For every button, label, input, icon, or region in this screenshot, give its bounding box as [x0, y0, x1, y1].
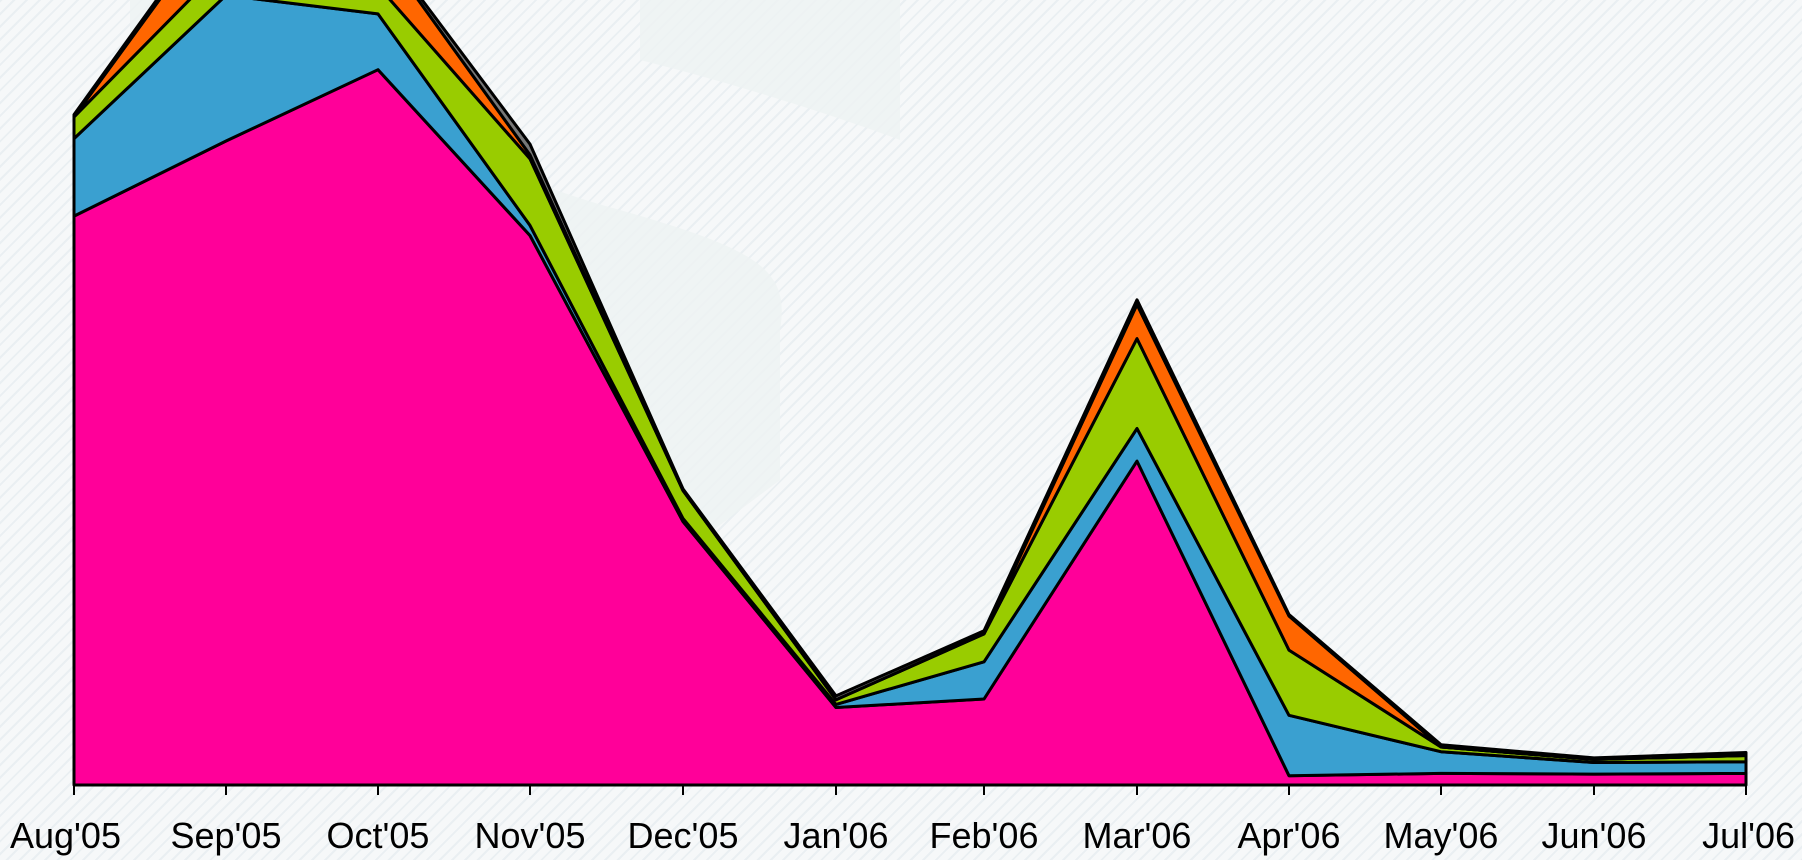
x-tick-label: Aug'05	[10, 815, 121, 856]
x-tick-label: Mar'06	[1083, 815, 1192, 856]
x-tick-label: Dec'05	[628, 815, 739, 856]
x-axis: Aug'05 Sep'05 Oct'05 Nov'05 Dec'05 Jan'06 Feb'…	[10, 784, 1795, 856]
x-tick-label: Oct'05	[327, 815, 430, 856]
x-tick-label: Apr'06	[1238, 815, 1341, 856]
area-series-group	[72, 0, 1748, 787]
x-tick-label: Jan'06	[784, 815, 889, 856]
x-tick-label: Nov'05	[475, 815, 586, 856]
x-tick-label: Feb'06	[930, 815, 1039, 856]
x-tick-label: Jul'06	[1702, 815, 1795, 856]
x-tick-label: May'06	[1384, 815, 1499, 856]
x-tick-label: Jun'06	[1542, 815, 1647, 856]
area-series-5	[72, 0, 1748, 761]
x-tick-label: Sep'05	[171, 815, 282, 856]
